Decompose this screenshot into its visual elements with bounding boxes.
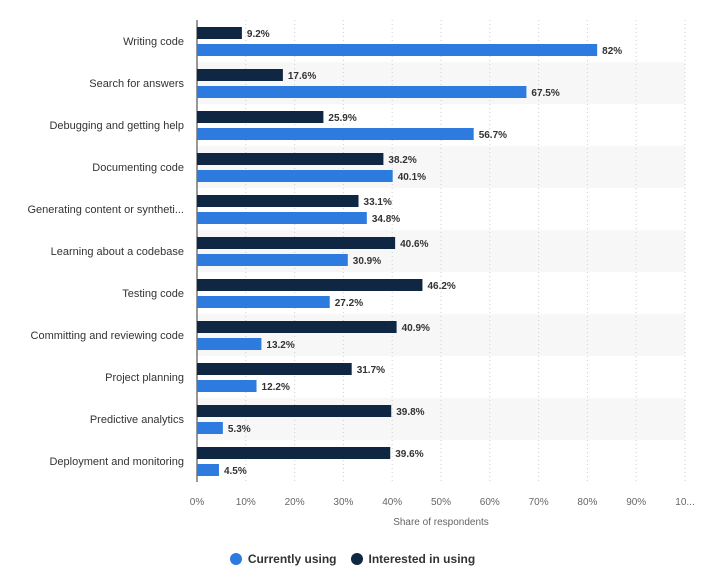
category-label: Generating content or syntheti...: [27, 204, 184, 216]
data-label: 56.7%: [479, 130, 507, 141]
category-label: Deployment and monitoring: [49, 456, 184, 468]
legend-item-currently-using[interactable]: Currently using: [229, 552, 337, 566]
data-label: 31.7%: [357, 365, 385, 376]
legend-item-interested-in-using[interactable]: Interested in using: [350, 552, 476, 566]
data-label: 40.9%: [402, 323, 430, 334]
bar-interested[interactable]: [197, 111, 324, 123]
x-tick-label: 80%: [577, 497, 597, 508]
bar-currently[interactable]: [197, 170, 393, 182]
data-label: 82%: [602, 46, 622, 57]
data-label: 9.2%: [247, 29, 270, 40]
data-label: 40.6%: [400, 239, 428, 250]
category-label: Committing and reviewing code: [31, 330, 184, 342]
data-label: 39.6%: [395, 449, 423, 460]
bar-currently[interactable]: [197, 86, 527, 98]
data-label: 5.3%: [228, 424, 251, 435]
bar-currently[interactable]: [197, 296, 330, 308]
bar-currently[interactable]: [197, 212, 367, 224]
data-label: 67.5%: [531, 88, 559, 99]
x-tick-label: 10%: [236, 497, 256, 508]
bar-currently[interactable]: [197, 422, 223, 434]
bar-currently[interactable]: [197, 338, 262, 350]
bar-interested[interactable]: [197, 321, 397, 333]
category-label: Debugging and getting help: [49, 120, 184, 132]
bar-interested[interactable]: [197, 27, 242, 39]
bar-interested[interactable]: [197, 279, 423, 291]
category-label: Learning about a codebase: [51, 246, 184, 258]
data-label: 12.2%: [262, 382, 290, 393]
data-label: 27.2%: [335, 298, 363, 309]
bar-currently[interactable]: [197, 380, 257, 392]
bar-interested[interactable]: [197, 363, 352, 375]
x-tick-label: 50%: [431, 497, 451, 508]
data-label: 33.1%: [364, 197, 392, 208]
data-label: 34.8%: [372, 214, 400, 225]
category-label: Search for answers: [89, 78, 184, 90]
legend-label-interested-in-using: Interested in using: [368, 552, 476, 566]
category-label: Testing code: [122, 288, 184, 300]
legend-marker-currently-using: [229, 553, 242, 565]
data-label: 46.2%: [427, 281, 455, 292]
x-tick-label: 0%: [190, 497, 205, 508]
data-label: 13.2%: [266, 340, 294, 351]
data-label: 17.6%: [288, 71, 316, 82]
data-label: 25.9%: [328, 113, 356, 124]
x-tick-label: 60%: [480, 497, 500, 508]
legend: Currently using Interested in using: [0, 552, 705, 566]
category-label: Writing code: [123, 36, 184, 48]
bar-interested[interactable]: [197, 153, 384, 165]
bar-interested[interactable]: [197, 405, 392, 417]
data-label: 39.8%: [396, 407, 424, 418]
x-tick-label: 90%: [626, 497, 646, 508]
data-label: 30.9%: [353, 256, 381, 267]
bar-interested[interactable]: [197, 447, 391, 459]
category-label: Predictive analytics: [90, 414, 185, 426]
bar-currently[interactable]: [197, 254, 348, 266]
data-label: 38.2%: [388, 155, 416, 166]
bar-chart: Writing code Search for answers Debugging …: [27, 20, 695, 528]
x-tick-label: 40%: [382, 497, 402, 508]
bar-interested[interactable]: [197, 195, 359, 207]
bar-interested[interactable]: [197, 237, 396, 249]
x-tick-label: 20%: [285, 497, 305, 508]
category-label: Documenting code: [92, 162, 184, 174]
data-label: 40.1%: [398, 172, 426, 183]
category-label: Project planning: [105, 372, 184, 384]
legend-marker-interested-in-using: [350, 553, 363, 565]
x-tick-label: 10...: [675, 497, 694, 508]
x-tick-label: 30%: [333, 497, 353, 508]
bar-interested[interactable]: [197, 69, 283, 81]
bar-currently[interactable]: [197, 128, 474, 140]
x-tick-label: 70%: [529, 497, 549, 508]
bar-currently[interactable]: [197, 464, 219, 476]
bar-currently[interactable]: [197, 44, 598, 56]
data-label: 4.5%: [224, 466, 247, 477]
legend-label-currently-using: Currently using: [247, 552, 337, 566]
x-axis-title: Share of respondents: [393, 517, 489, 528]
